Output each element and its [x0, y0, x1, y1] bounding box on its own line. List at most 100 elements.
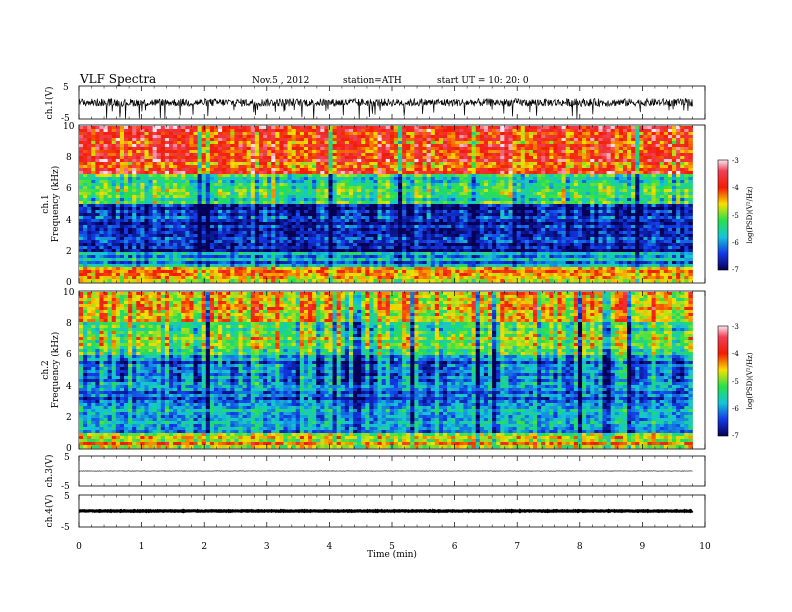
spectrogram-cell [468, 192, 472, 195]
spectrogram-cell [230, 216, 234, 219]
spectrogram-cell [513, 150, 517, 153]
spectrogram-cell [177, 210, 181, 213]
spectrogram-cell [128, 204, 132, 207]
spectrogram-cell [218, 159, 222, 162]
spectrogram-cell [672, 216, 676, 219]
spectrogram-cell [218, 204, 222, 207]
spectrogram-cell [271, 219, 275, 222]
spectrogram-cell [611, 189, 615, 192]
spectrogram-cell [304, 174, 308, 177]
spectrogram-cell [525, 141, 529, 144]
spectrogram-cell [545, 198, 549, 201]
spectrogram-cell [357, 153, 361, 156]
spectrogram-cell [513, 192, 517, 195]
spectrogram-cell [165, 147, 169, 150]
spectrogram-cell [251, 192, 255, 195]
spectrogram-cell [664, 147, 668, 150]
spectrogram-cell [198, 174, 202, 177]
spectrogram-cell [496, 222, 500, 225]
spectrogram-cell [169, 129, 173, 132]
spectrogram-cell [169, 126, 173, 129]
spectrogram-cell [120, 189, 124, 192]
spectrogram-cell [157, 150, 161, 153]
spectrogram-cell [611, 207, 615, 210]
spectrogram-cell [468, 186, 472, 189]
spectrogram-cell [243, 180, 247, 183]
spectrogram-cell [688, 132, 692, 135]
spectrogram-cell [194, 180, 198, 183]
spectrogram-cell [513, 198, 517, 201]
spectrogram-cell [631, 159, 635, 162]
spectrogram-cell [459, 171, 463, 174]
spectrogram-cell [337, 201, 341, 204]
spectrogram-cell [578, 147, 582, 150]
spectrogram-cell [451, 186, 455, 189]
spectrogram-cell [333, 207, 337, 210]
spectrogram-cell [472, 168, 476, 171]
spectrogram-cell [525, 198, 529, 201]
spectrogram-cell [83, 159, 87, 162]
spectrogram-cell [140, 177, 144, 180]
spectrogram-cell [369, 150, 373, 153]
spectrogram-cell [423, 126, 427, 129]
spectrogram-cell [316, 180, 320, 183]
spectrogram-cell [668, 132, 672, 135]
spectrogram-cell [124, 192, 128, 195]
spectrogram-cell [239, 222, 243, 225]
spectrogram-cell [361, 141, 365, 144]
spectrogram-cell [328, 213, 332, 216]
spectrogram-cell [279, 201, 283, 204]
spectrogram-cell [271, 201, 275, 204]
spectrogram-cell [91, 144, 95, 147]
spectrogram-cell [279, 198, 283, 201]
spectrogram-cell [189, 168, 193, 171]
spectrogram-cell [87, 207, 91, 210]
spectrogram-cell [206, 168, 210, 171]
spectrogram-cell [500, 156, 504, 159]
spectrogram-cell [598, 174, 602, 177]
spectrogram-cell [185, 219, 189, 222]
spectrogram-cell [463, 201, 467, 204]
spectrogram-cell [251, 153, 255, 156]
spectrogram-cell [394, 222, 398, 225]
spectrogram-cell [513, 132, 517, 135]
spectrogram-cell [263, 153, 267, 156]
spectrogram-cell [603, 165, 607, 168]
spectrogram-cell [459, 210, 463, 213]
ch1-spectrogram [79, 126, 693, 282]
spectrogram-cell [513, 219, 517, 222]
spectrogram-cell [480, 171, 484, 174]
spectrogram-cell [365, 171, 369, 174]
spectrogram-cell [226, 225, 230, 228]
spectrogram-cell [157, 144, 161, 147]
spectrogram-cell [312, 165, 316, 168]
spectrogram-cell [189, 183, 193, 186]
spectrogram-cell [357, 183, 361, 186]
spectrogram-cell [553, 168, 557, 171]
spectrogram-cell [99, 183, 103, 186]
spectrogram-cell [198, 168, 202, 171]
spectrogram-cell [365, 183, 369, 186]
spectrogram-cell [345, 153, 349, 156]
spectrogram-cell [652, 207, 656, 210]
spectrogram-cell [418, 144, 422, 147]
spectrogram-cell [279, 195, 283, 198]
spectrogram-cell [324, 189, 328, 192]
spectrogram-cell [611, 171, 615, 174]
spectrogram-cell [292, 153, 296, 156]
spectrogram-cell [349, 180, 353, 183]
spectrogram-cell [202, 222, 206, 225]
spectrogram-cell [95, 195, 99, 198]
spectrogram-cell [226, 186, 230, 189]
spectrogram-cell [128, 180, 132, 183]
spectrogram-cell [263, 141, 267, 144]
spectrogram-cell [120, 216, 124, 219]
spectrogram-cell [198, 213, 202, 216]
spectrogram-cell [234, 153, 238, 156]
spectrogram-cell [177, 165, 181, 168]
spectrogram-cell [451, 207, 455, 210]
spectrogram-cell [660, 153, 664, 156]
spectrogram-cell [431, 180, 435, 183]
spectrogram-cell [177, 207, 181, 210]
spectrogram-cell [112, 207, 116, 210]
